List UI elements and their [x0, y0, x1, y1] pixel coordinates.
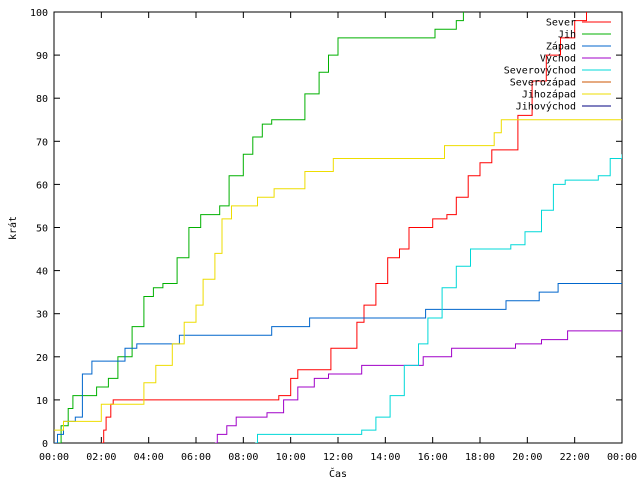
y-tick-label: 40 — [36, 267, 48, 278]
y-axis-label: krát — [7, 216, 19, 240]
x-tick-label: 10:00 — [276, 452, 306, 463]
x-tick-label: 16:00 — [418, 452, 448, 463]
x-tick-label: 20:00 — [512, 452, 542, 463]
legend-label: Jih — [558, 30, 576, 41]
y-tick-label: 80 — [36, 94, 48, 105]
legend-label: Západ — [546, 41, 576, 53]
x-tick-label: 00:00 — [607, 452, 637, 463]
x-tick-label: 12:00 — [323, 452, 353, 463]
legend-label: Jihovýchod — [516, 101, 576, 113]
y-tick-label: 60 — [36, 180, 48, 191]
y-tick-label: 100 — [30, 8, 48, 19]
y-tick-label: 0 — [42, 439, 48, 450]
series-line-2 — [54, 283, 622, 443]
x-tick-label: 14:00 — [370, 452, 400, 463]
series-line-4 — [255, 154, 622, 443]
legend-label: Severovýchod — [504, 65, 576, 77]
legend-label: Východ — [540, 53, 576, 65]
legend-label: Severozápad — [510, 77, 576, 89]
legend: SeverJihZápadVýchodSeverovýchodSeverozáp… — [504, 18, 611, 113]
x-tick-label: 02:00 — [86, 452, 116, 463]
y-tick-label: 30 — [36, 310, 48, 321]
x-tick-label: 06:00 — [181, 452, 211, 463]
y-tick-label: 10 — [36, 396, 48, 407]
x-axis-label: Čas — [329, 467, 347, 480]
y-tick-label: 70 — [36, 137, 48, 148]
x-tick-label: 00:00 — [39, 452, 69, 463]
series-layer — [54, 12, 622, 443]
x-tick-label: 08:00 — [228, 452, 258, 463]
series-line-1 — [54, 12, 464, 443]
series-line-6 — [54, 119, 622, 431]
axes: 0 10 20 30 40 50 60 70 80 90 100 00:00 02:00 04:00 06:… — [30, 8, 637, 463]
legend-label: Jihozápad — [522, 89, 576, 101]
legend-label: Sever — [546, 18, 576, 29]
x-tick-label: 22:00 — [560, 452, 590, 463]
y-tick-label: 90 — [36, 51, 48, 62]
series-line-3 — [214, 330, 622, 443]
y-tick-label: 50 — [36, 224, 48, 235]
series-line-0 — [101, 12, 587, 443]
x-tick-label: 04:00 — [134, 452, 164, 463]
x-tick-label: 18:00 — [465, 452, 495, 463]
y-tick-label: 20 — [36, 353, 48, 364]
